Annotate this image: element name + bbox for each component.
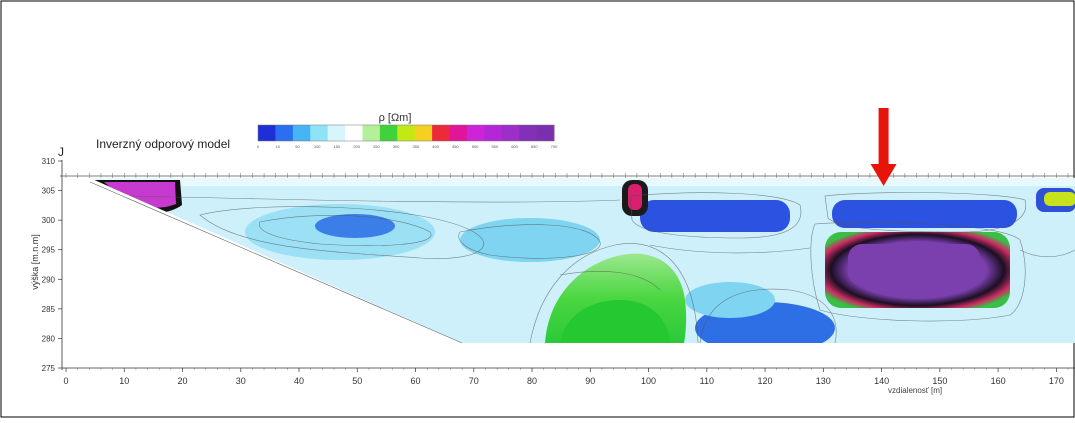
y-tick-label: 305 [42,187,56,196]
colorbar-swatch [379,125,398,141]
x-tick-label: 0 [63,376,68,386]
colorbar-swatch [519,125,538,141]
x-tick-label: 40 [294,376,304,386]
x-tick-label: 110 [700,376,714,386]
colorbar-swatch [432,125,451,141]
x-tick-label: 90 [585,376,595,386]
colorbar-swatch [327,125,346,141]
colorbar: 0 10 50 100 150 200 250 300 350 400 450 500 550 600 65… [257,124,558,149]
colorbar-tick-label: 250 [373,144,380,149]
colorbar-tick-label: 150 [334,144,341,149]
colorbar-tick-label: 0 [257,144,260,149]
y-axis-label: výška [m.n.m] [30,234,40,290]
x-tick-label: 130 [816,376,831,386]
x-tick-label: 150 [932,376,947,386]
colorbar-swatch [345,125,363,141]
colorbar-tick-label: 200 [353,144,360,149]
colorbar-swatch [501,125,520,141]
colorbar-tick-label: 700 [551,144,558,149]
colorbar-swatch [484,125,503,141]
colorbar-swatch [258,125,276,141]
colorbar-tick-label: 300 [393,144,400,149]
colorbar-swatch [362,125,381,141]
model-title: Inverzný odporový model [96,137,230,151]
y-tick-label: 275 [42,364,56,373]
x-tick-label: 100 [641,376,656,386]
x-tick-label: 60 [411,376,421,386]
x-tick-label: 20 [178,376,188,386]
colorbar-swatch [275,125,294,141]
y-tick-label: 295 [42,246,56,255]
arrow-head [870,164,897,186]
colorbar-tick-label: 100 [314,144,321,149]
corner-letter: J [58,145,64,159]
x-tick-label: 80 [527,376,537,386]
colorbar-tick-label: 500 [472,144,479,149]
y-axis-ticks: 310 305 300 295 290 285 280 275 [42,157,62,373]
x-tick-label: 160 [991,376,1006,386]
colorbar-swatch [397,125,416,141]
colorbar-tick-label: 550 [491,144,498,149]
colorbar-swatch [466,125,485,141]
electrode-markers [65,173,1069,178]
colorbar-tick-label: 10 [276,144,281,149]
x-tick-label: 70 [469,376,479,386]
left-anomaly [104,182,176,208]
y-tick-label: 280 [42,334,56,343]
y-tick-label: 300 [42,216,56,225]
x-tick-label: 50 [352,376,362,386]
colorbar-swatch [414,125,433,141]
y-tick-label: 285 [42,305,56,314]
colorbar-swatch [310,125,329,141]
x-tick-label: 30 [236,376,246,386]
y-tick-label: 310 [42,157,56,166]
colorbar-tick-label: 600 [511,144,518,149]
x-tick-label: 120 [758,376,773,386]
x-axis-label: vzdialenosť [m] [888,386,942,395]
colorbar-tick-label: 350 [413,144,420,149]
colorbar-swatch [292,125,311,141]
x-axis-ticks: 0 10 20 30 40 50 60 70 80 90 100 110 120 130 140 150 160… [63,368,1069,386]
small-anomaly [628,184,642,210]
x-tick-label: 170 [1049,376,1064,386]
arrow-shaft [878,108,889,164]
x-tick-label: 10 [119,376,129,386]
colorbar-tick-label: 50 [295,144,300,149]
y-tick-label: 290 [42,275,56,284]
colorbar-tick-label: 650 [531,144,538,149]
low-anomaly-middle [640,200,790,232]
colorbar-label: ρ [Ωm] [379,112,412,124]
colorbar-swatch [449,125,468,141]
x-tick-label: 140 [874,376,889,386]
red-arrow-icon [870,108,897,186]
colorbar-tick-label: 400 [432,144,439,149]
colorbar-swatch [536,125,555,141]
colorbar-tick-label: 450 [452,144,459,149]
